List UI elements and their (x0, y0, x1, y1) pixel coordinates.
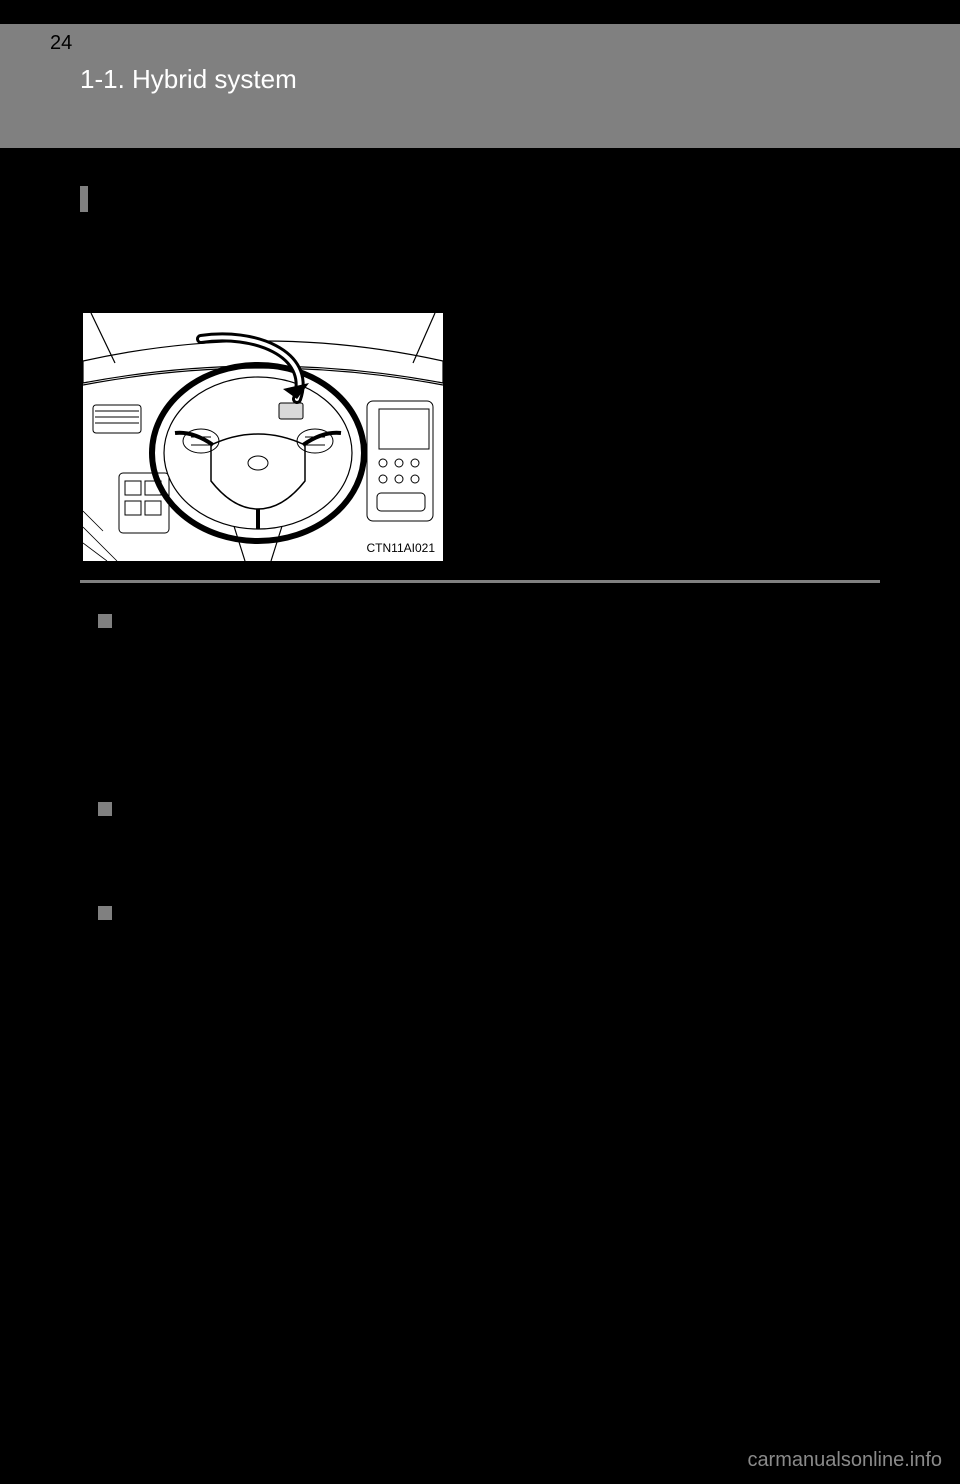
bullet-marker (98, 614, 112, 628)
separator-rule (80, 580, 880, 583)
running-out-of-fuel-heading: Running out of fuel (96, 184, 281, 210)
bullet-marker (98, 802, 112, 816)
dashboard-illustration: CTN11AI021 (82, 312, 442, 560)
battery-body: The hybrid battery (traction battery) ha… (120, 826, 880, 878)
image-code: CTN11AI021 (367, 541, 435, 555)
electromagnetic-p1: High voltage parts and cables on the hyb… (120, 638, 880, 716)
electromagnetic-p2: Your vehicle may cause sound interferenc… (120, 740, 880, 766)
bullet-marker (98, 906, 112, 920)
battery-heading: Hybrid battery (traction battery) (120, 796, 382, 824)
section-marker (80, 186, 88, 212)
electromagnetic-heading: Electromagnetic waves (120, 608, 315, 636)
watermark: carmanualsonline.info (747, 1449, 942, 1472)
page-number: 24 (50, 32, 72, 55)
conformity-body: This model conforms to hydrogen emission… (120, 930, 880, 982)
section-label: 1-1. Hybrid system (80, 64, 297, 95)
conformity-heading: Declaration of Conformity (120, 900, 334, 928)
dashboard-svg (83, 313, 443, 561)
